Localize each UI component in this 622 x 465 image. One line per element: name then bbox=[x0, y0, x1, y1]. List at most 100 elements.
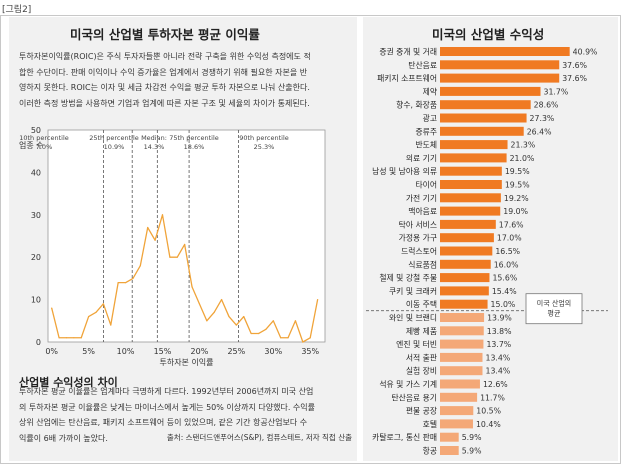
data-point bbox=[58, 337, 60, 339]
value-label: 10.4% bbox=[476, 420, 501, 429]
category-label: 와인 및 브랜디 bbox=[389, 313, 437, 323]
data-point bbox=[235, 324, 237, 326]
average-callout-text: 미국 산업의 bbox=[537, 299, 571, 308]
value-label: 26.4% bbox=[527, 127, 552, 136]
value-label: 13.4% bbox=[485, 353, 510, 362]
data-point bbox=[191, 286, 193, 288]
category-label: 광고 bbox=[423, 113, 437, 123]
category-label: 증권 중개 및 거래 bbox=[379, 47, 437, 57]
value-label: 15.4% bbox=[492, 287, 517, 296]
category-label: 반도체 bbox=[415, 140, 437, 150]
bar bbox=[440, 60, 560, 70]
value-label: 37.6% bbox=[562, 61, 587, 70]
section-title: 산업별 수익성의 차이 bbox=[19, 376, 118, 389]
category-label: 드럭스토어 bbox=[401, 246, 437, 256]
bar bbox=[440, 446, 459, 455]
data-point bbox=[206, 320, 208, 322]
x-axis-label: 투하자본 이익률 bbox=[159, 357, 213, 367]
average-callout-text: 평균 bbox=[548, 309, 561, 318]
category-label: 이동 주택 bbox=[406, 299, 437, 309]
data-point bbox=[124, 282, 127, 284]
bar bbox=[440, 113, 527, 123]
x-tick-label: 30% bbox=[264, 347, 282, 356]
data-point bbox=[110, 324, 112, 326]
bar bbox=[440, 180, 502, 189]
percentile-name: 10th percentile bbox=[19, 134, 69, 142]
data-point bbox=[265, 328, 267, 330]
data-point bbox=[184, 243, 186, 246]
value-label: 13.9% bbox=[487, 314, 512, 323]
category-label: 탄산음료 bbox=[408, 60, 437, 70]
x-tick-label: 15% bbox=[154, 347, 172, 356]
y-tick-label: 20 bbox=[31, 253, 41, 262]
percentile-name: 25th percentile bbox=[89, 134, 139, 142]
category-label: 제빵 제품 bbox=[406, 326, 437, 336]
data-point bbox=[80, 337, 82, 339]
data-point bbox=[139, 265, 141, 267]
bar bbox=[440, 313, 485, 322]
bar bbox=[440, 432, 459, 442]
percentile-value: 10.9% bbox=[104, 143, 125, 151]
data-point bbox=[65, 337, 68, 339]
category-label: 식료품점 bbox=[408, 259, 437, 269]
value-label: 13.8% bbox=[487, 327, 512, 336]
category-label: 편물 공장 bbox=[406, 406, 437, 416]
data-point bbox=[317, 299, 319, 301]
category-label: 증류주 bbox=[415, 127, 437, 136]
bar bbox=[440, 259, 491, 269]
bar bbox=[440, 392, 478, 402]
data-point bbox=[169, 256, 171, 258]
category-label: 패키지 소프트웨어 bbox=[377, 73, 437, 83]
value-label: 17.0% bbox=[497, 234, 522, 243]
bar bbox=[440, 47, 570, 56]
value-label: 15.6% bbox=[492, 274, 517, 283]
intro-line: 합한 수단이다. 판매 이익이나 수익 증가율은 업계에서 경쟁하기 위해 필요… bbox=[19, 67, 308, 77]
value-label: 10.5% bbox=[476, 407, 501, 416]
bar bbox=[440, 326, 484, 336]
intro-line: 영하지 못한다. ROIC는 이자 및 세금 차감전 수익을 평균 투하 자본으… bbox=[19, 83, 310, 92]
data-point bbox=[95, 311, 97, 313]
bar bbox=[440, 86, 541, 96]
bar bbox=[440, 366, 483, 376]
data-point bbox=[147, 226, 149, 229]
value-label: 27.3% bbox=[530, 114, 555, 123]
y-axis-label: 업종 수 bbox=[19, 141, 44, 150]
data-point bbox=[154, 239, 156, 241]
x-tick-label: 0% bbox=[45, 347, 58, 356]
body-line: 투하자본 평균 이율률은 업계마다 극명하게 다르다. 1992년부터 2006… bbox=[19, 387, 314, 396]
bar bbox=[440, 352, 483, 362]
percentile-value: 14.3% bbox=[144, 143, 165, 151]
percentile-name: 90th percentile bbox=[239, 134, 289, 142]
category-label: 의료 기기 bbox=[406, 153, 437, 163]
value-label: 28.6% bbox=[534, 101, 559, 110]
industry-bar-chart: 증권 중개 및 거래 40.9% 탄산음료 37.6% 패키지 소프트웨어 37.6% 제약… bbox=[366, 47, 608, 456]
percentile-value: 18.6% bbox=[184, 143, 205, 151]
value-label: 5.9% bbox=[462, 447, 482, 456]
value-label: 5.9% bbox=[462, 433, 482, 442]
distribution-line-chart: 0 10 20 30 40 50 업종 수 0% 5% 10% 15% 20% 25% 30% 35% 투하자… bbox=[19, 126, 326, 367]
bar bbox=[440, 153, 507, 163]
value-label: 19.2% bbox=[504, 194, 529, 203]
value-label: 13.4% bbox=[485, 367, 510, 376]
value-label: 15.0% bbox=[491, 300, 516, 309]
category-label: 쿠키 및 크래커 bbox=[389, 286, 437, 296]
bar bbox=[440, 100, 531, 110]
y-tick-label: 10 bbox=[31, 296, 41, 305]
category-label: 호텔 bbox=[423, 420, 437, 429]
category-label: 카탈로그, 통신 판매 bbox=[372, 433, 437, 442]
bar bbox=[440, 246, 493, 256]
data-point bbox=[213, 311, 215, 313]
percentile-value: 25.3% bbox=[254, 143, 275, 151]
value-label: 19.0% bbox=[503, 207, 528, 216]
value-label: 19.5% bbox=[505, 167, 530, 176]
category-label: 가정용 가구 bbox=[399, 233, 437, 243]
category-label: 철제 및 강철 주물 bbox=[379, 273, 437, 283]
data-point bbox=[73, 337, 75, 339]
intro-line: 투하자본이익률(ROIC)은 주식 투자자들뿐 아니라 전략 구축을 위한 수익… bbox=[19, 52, 311, 61]
category-label: 탄산음료 용기 bbox=[391, 392, 437, 402]
data-point bbox=[280, 337, 282, 339]
category-label: 맥아음료 bbox=[408, 206, 437, 216]
body-paragraph: 투하자본 평균 이율률은 업계마다 극명하게 다르다. 1992년부터 2006… bbox=[19, 384, 315, 446]
plot-area bbox=[47, 129, 326, 343]
category-label: 타이어 bbox=[415, 180, 437, 190]
